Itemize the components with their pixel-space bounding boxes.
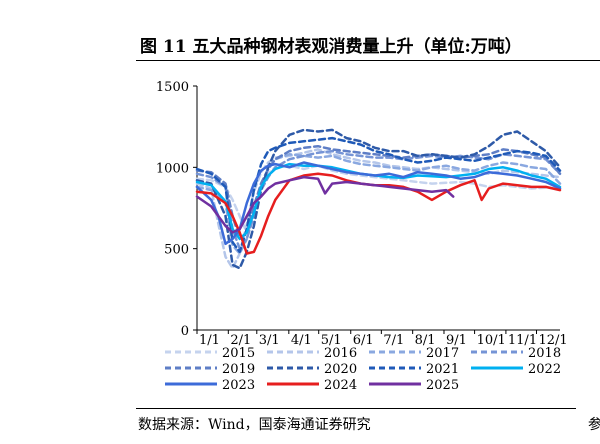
x-tick-label: 12/1: [539, 333, 568, 348]
series-line-2018: [195, 149, 562, 250]
legend-item-2019: 2019: [165, 362, 255, 377]
x-tick-label: 9/1: [446, 333, 467, 348]
x-tick-label: 5/1: [321, 333, 342, 348]
series-line-2019: [195, 144, 562, 241]
x-tick-label: 10/1: [477, 333, 506, 348]
legend-item-2015: 2015: [165, 346, 255, 361]
x-tick-label: 4/1: [291, 333, 312, 348]
x-tick-label: 8/1: [415, 333, 436, 348]
legend-label: 2023: [222, 378, 255, 393]
legend-label: 2022: [528, 362, 561, 377]
y-tick-label: 500: [164, 243, 189, 258]
title-rule: [136, 60, 600, 61]
legend-label: 2019: [222, 362, 255, 377]
legend-label: 2018: [528, 346, 561, 361]
x-tick-label: 6/1: [353, 333, 374, 348]
legend-item-2024: 2024: [267, 378, 357, 393]
footer-rule: [136, 408, 576, 409]
legend-item-2021: 2021: [369, 362, 459, 377]
edge-mark: 参: [588, 417, 600, 433]
legend-item-2018: 2018: [471, 346, 561, 361]
y-tick-label: 1500: [156, 80, 189, 95]
y-tick-label: 0: [181, 324, 189, 339]
legend-label: 2025: [426, 378, 459, 393]
legend-item-2017: 2017: [369, 346, 459, 361]
legend-label: 2016: [324, 346, 357, 361]
legend-label: 2017: [426, 346, 459, 361]
legend-label: 2024: [324, 378, 357, 393]
chart-axes: 0 500 1000 1500 1/1 2/1 3/1 4/1 5/1 6/1 7/1 8/1 9/1 1…: [156, 80, 568, 348]
y-tick-label: 1000: [156, 161, 189, 176]
legend-label: 2015: [222, 346, 255, 361]
x-tick-label: 1/1: [199, 333, 220, 348]
chart-legend: 2015 2016 2017 2018 2019 2020 2021 2022 2023 2024…: [165, 346, 561, 393]
series-line-2020: [195, 128, 562, 270]
legend-item-2020: 2020: [267, 362, 357, 377]
source-note: 数据来源：Wind，国泰海通证券研究: [138, 417, 371, 433]
x-tick-label: 3/1: [259, 333, 280, 348]
legend-item-2016: 2016: [267, 346, 357, 361]
legend-label: 2021: [426, 362, 459, 377]
x-tick-label: 2/1: [230, 333, 251, 348]
series-line-2025: [195, 175, 455, 234]
legend-item-2023: 2023: [165, 378, 255, 393]
legend-item-2022: 2022: [471, 362, 561, 377]
series-layer: [195, 128, 562, 270]
legend-item-2025: 2025: [369, 378, 459, 393]
x-tick-label: 11/1: [508, 333, 537, 348]
legend-label: 2020: [324, 362, 357, 377]
chart-title: 图 11 五大品种钢材表观消费量上升（单位:万吨）: [140, 37, 522, 57]
x-tick-label: 7/1: [383, 333, 404, 348]
series-line-2016: [195, 148, 562, 270]
